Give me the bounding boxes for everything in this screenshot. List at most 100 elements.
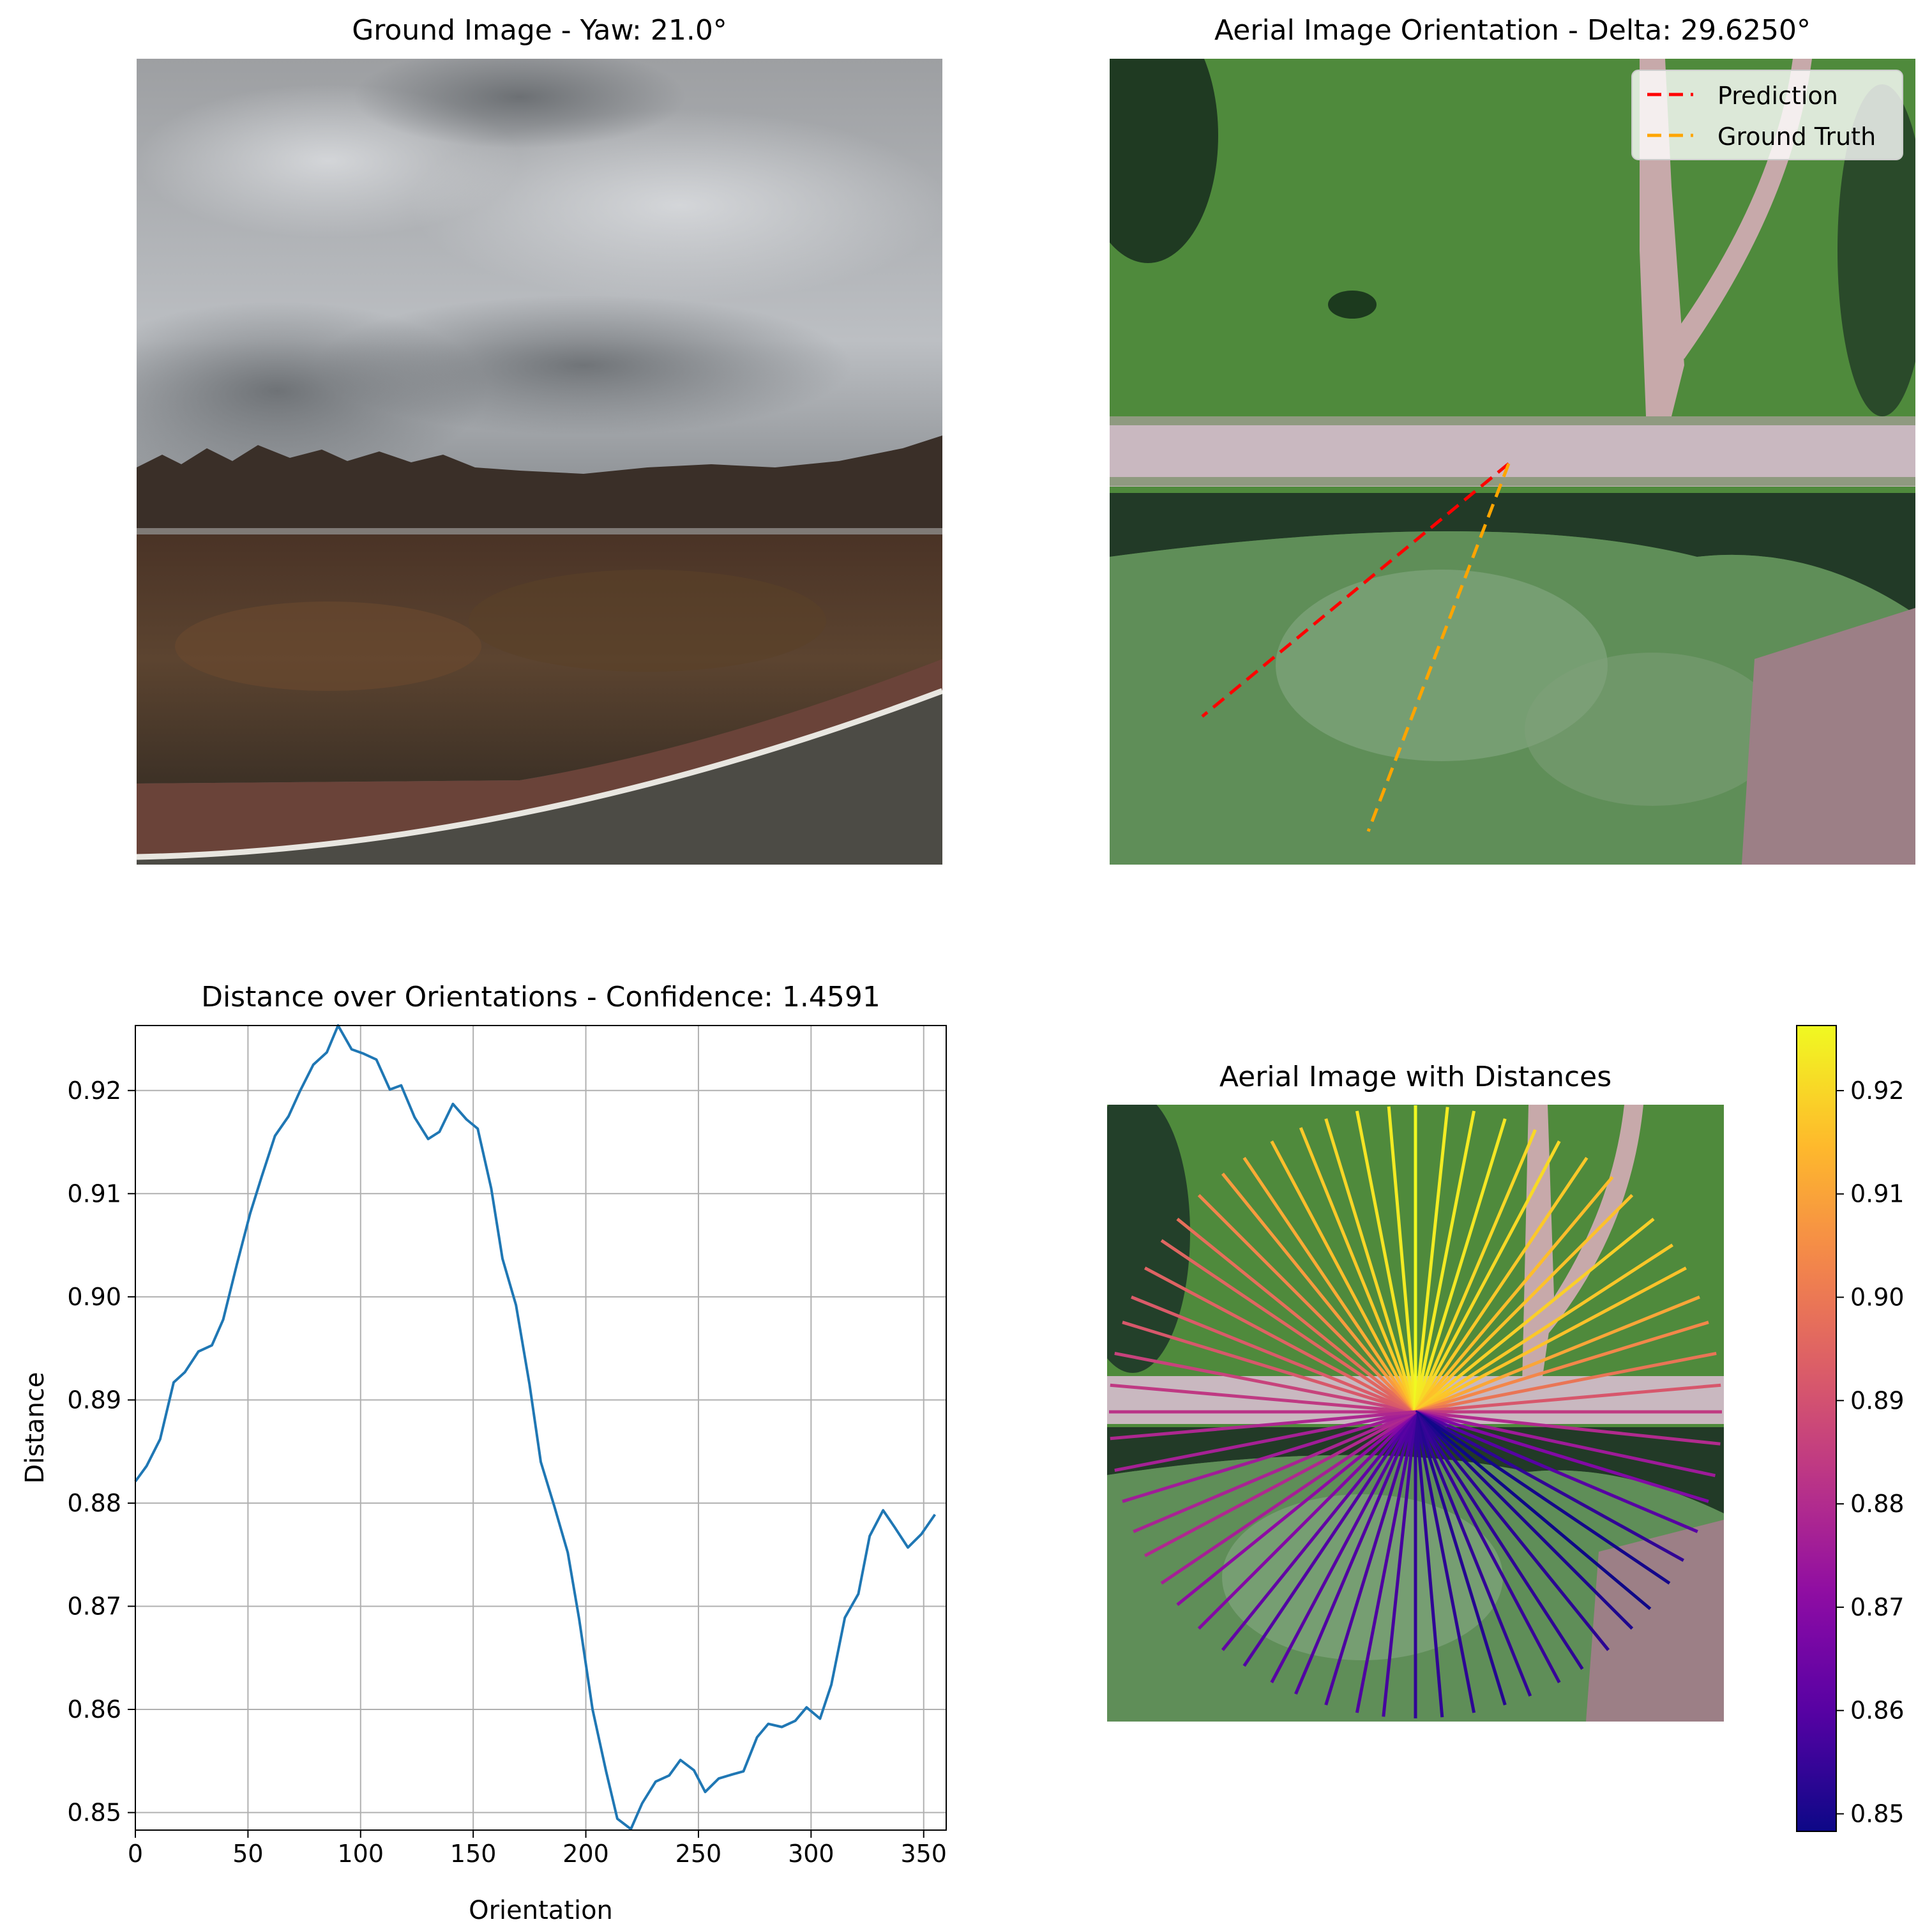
distance-ray [1122, 1410, 1416, 1503]
distance-ray [1414, 1411, 1444, 1718]
colorbar-tick-label: 0.88 [1850, 1490, 1905, 1518]
distance-ray [1197, 1411, 1417, 1630]
colorbar-gradient [1796, 1025, 1837, 1832]
x-tick-label: 150 [450, 1840, 497, 1868]
y-tick-label: 0.89 [67, 1386, 121, 1414]
distance-ray [1415, 1321, 1709, 1414]
y-tick-label: 0.92 [67, 1077, 121, 1105]
legend: Prediction Ground Truth [1631, 70, 1903, 160]
y-tick-label: 0.91 [67, 1179, 121, 1208]
ground-image-title: Ground Image - Yaw: 21.0° [352, 14, 727, 47]
colorbar-tick-label: 0.87 [1850, 1593, 1905, 1621]
x-tick-label: 50 [232, 1840, 263, 1868]
x-tick-label: 350 [900, 1840, 947, 1868]
distance-ray [1415, 1410, 1721, 1446]
y-tick-label: 0.90 [67, 1283, 121, 1311]
x-axis-label: Orientation [469, 1896, 613, 1925]
distance-ray [1415, 1410, 1698, 1533]
distance-ray [1144, 1266, 1417, 1414]
colorbar-tick-label: 0.85 [1850, 1799, 1905, 1828]
distance-ray [1414, 1129, 1537, 1412]
distance-ray [1414, 1193, 1634, 1413]
y-tick-label: 0.85 [67, 1799, 121, 1827]
distance-ray [1414, 1411, 1532, 1697]
legend-ground-truth-label: Ground Truth [1717, 123, 1876, 151]
distance-ray [1131, 1295, 1416, 1414]
distance-ray [1414, 1411, 1507, 1706]
colorbar-tick-label: 0.91 [1850, 1180, 1905, 1208]
distance-ray [1414, 1411, 1634, 1630]
distance-ray [1414, 1411, 1584, 1670]
distance-ray [1133, 1410, 1416, 1533]
distance-plot-title: Distance over Orientations - Confidence:… [201, 981, 880, 1013]
distance-ray [1414, 1411, 1476, 1713]
x-tick-label: 0 [128, 1840, 143, 1868]
distance-ray [1414, 1410, 1671, 1585]
distance-series-line [134, 1024, 937, 1831]
distance-ray [1242, 1411, 1417, 1667]
aerial-distances-image [1107, 1105, 1724, 1722]
distance-ray [1160, 1239, 1417, 1414]
distance-ray [1415, 1410, 1716, 1478]
distance-ray [1355, 1411, 1417, 1713]
distance-ray [1415, 1351, 1717, 1414]
distance-ray [1414, 1118, 1507, 1412]
distance-ray [1114, 1410, 1416, 1473]
distance-ray [1414, 1107, 1449, 1412]
distance-ray [1415, 1410, 1709, 1503]
ground-truth-line [1366, 463, 1511, 832]
plot-frame [135, 1025, 947, 1831]
distance-ray [1114, 1351, 1416, 1414]
prediction-line [1201, 462, 1510, 718]
ground-image [137, 59, 942, 865]
distance-ray [1414, 1410, 1685, 1562]
distance-ray [1176, 1217, 1417, 1413]
distance-rays [1109, 1105, 1722, 1718]
distance-ray [1110, 1383, 1416, 1414]
distance-ray [1294, 1411, 1417, 1695]
distance-ray [1197, 1193, 1417, 1413]
legend-prediction-label: Prediction [1717, 82, 1838, 110]
distance-ray [1110, 1410, 1416, 1441]
distance-ray [1415, 1383, 1721, 1414]
distance-ray [1414, 1110, 1476, 1412]
y-tick-label: 0.88 [67, 1489, 121, 1517]
distance-ray [1160, 1410, 1417, 1585]
distance-ray [1387, 1106, 1417, 1412]
distance-ray [1382, 1411, 1417, 1717]
aerial-image: Prediction Ground Truth [1110, 59, 1915, 865]
distance-ray [1414, 1176, 1614, 1413]
distance-ray [1324, 1118, 1417, 1412]
distance-ray [1414, 1140, 1561, 1413]
distance-ray [1355, 1110, 1417, 1412]
distance-ray [1414, 1217, 1655, 1413]
distance-ray [1221, 1411, 1417, 1651]
distance-ray [1122, 1321, 1416, 1414]
distance-ray [1270, 1411, 1417, 1683]
distance-ray [1414, 1411, 1610, 1651]
distance-ray [1144, 1410, 1417, 1557]
distance-ray [1414, 1266, 1687, 1414]
aerial-orientation-title: Aerial Image Orientation - Delta: 29.625… [1214, 14, 1811, 47]
y-axis-label: Distance [20, 1372, 50, 1484]
x-tick-label: 100 [338, 1840, 384, 1868]
distance-ray [1242, 1156, 1417, 1413]
distance-ray [1176, 1411, 1417, 1607]
distance-ray [1221, 1172, 1417, 1413]
distance-ray [1414, 1156, 1589, 1413]
y-tick-label: 0.87 [67, 1592, 121, 1620]
distance-ray [1414, 1411, 1561, 1683]
aerial-distances-title: Aerial Image with Distances [1219, 1061, 1612, 1093]
distance-ray [1270, 1140, 1417, 1413]
x-tick-label: 250 [675, 1840, 722, 1868]
distance-ray [1324, 1411, 1417, 1706]
x-tick-label: 200 [562, 1840, 609, 1868]
colorbar-tick-label: 0.86 [1850, 1697, 1905, 1725]
distance-ray [1414, 1411, 1652, 1610]
distance-ray [1299, 1127, 1417, 1412]
distance-ray [1415, 1295, 1700, 1414]
y-tick-label: 0.86 [67, 1695, 121, 1723]
colorbar-tick-label: 0.89 [1850, 1386, 1905, 1414]
x-tick-label: 300 [788, 1840, 834, 1868]
